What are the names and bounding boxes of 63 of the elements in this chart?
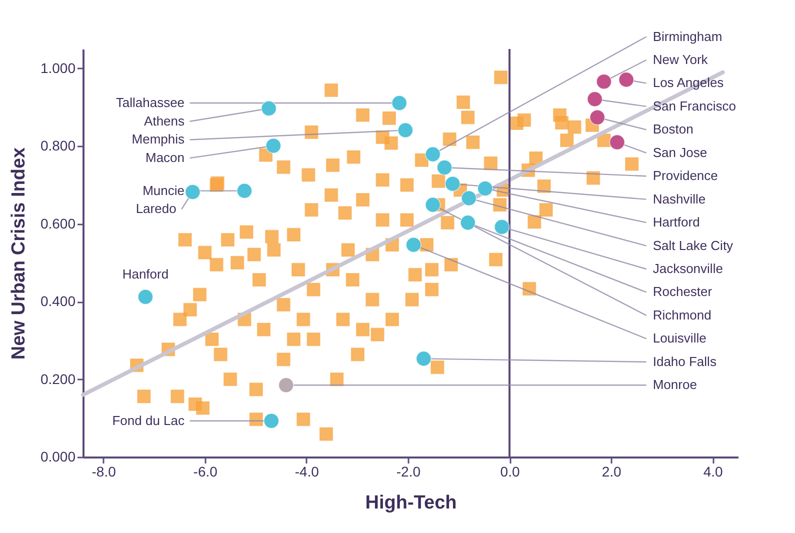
point [587, 91, 603, 107]
point [184, 184, 200, 200]
x-axis-title: High-Tech [365, 492, 457, 514]
annotation: Boston [652, 122, 694, 137]
point [436, 160, 452, 176]
y-tick-label: 0.200 [40, 370, 76, 387]
point [596, 74, 612, 90]
annotation: Athens [144, 113, 186, 128]
point [398, 122, 414, 138]
y-axis-title: New Urban Crisis Index [8, 146, 30, 360]
annotation: Rochester [652, 284, 713, 300]
annotation: Laredo [136, 201, 176, 216]
point [266, 138, 282, 154]
x-tick-label: -8.0 [92, 464, 116, 480]
point [590, 110, 606, 126]
point [477, 180, 493, 196]
y-tick-label: 1.000 [40, 60, 76, 76]
point [609, 134, 625, 150]
point [264, 413, 280, 429]
point [461, 190, 477, 206]
annotation: San Jose [652, 144, 708, 160]
annotation: Richmond [652, 307, 712, 322]
annotation: Muncie [142, 182, 185, 198]
annotation: Louisville [652, 330, 706, 346]
x-tick-label: 0.0 [500, 464, 520, 480]
annotation: Salt Lake City [652, 238, 734, 253]
y-tick-label: 0.400 [40, 293, 76, 310]
annotation: Macon [145, 150, 185, 166]
annotation: Los Angeles [652, 75, 724, 90]
annotation: Nashville [652, 191, 706, 206]
point [261, 100, 277, 116]
point [236, 183, 252, 199]
point [494, 219, 510, 235]
annotation: Hartford [652, 214, 700, 230]
point [416, 350, 432, 366]
point [406, 237, 422, 253]
y-tick-label: 0.800 [40, 138, 76, 154]
point [444, 176, 460, 192]
annotation: Fond du Lac [112, 412, 186, 428]
annotation: Jacksonville [652, 260, 723, 276]
point [460, 214, 476, 230]
x-tick-label: 2.0 [602, 464, 622, 480]
x-tick-label: -6.0 [193, 464, 218, 480]
annotation: Idaho Falls [652, 354, 717, 369]
annotation: Memphis [132, 132, 186, 147]
annotation: Monroe [652, 377, 697, 392]
annotation: Hanford [122, 266, 169, 282]
point [392, 95, 408, 111]
annotation: Providence [652, 168, 718, 184]
annotation: New York [652, 52, 708, 67]
point [278, 377, 294, 393]
point [425, 146, 441, 162]
x-tick-label: 4.0 [703, 464, 724, 480]
x-tick-label: -4.0 [294, 464, 320, 480]
annotation: Birmingham [652, 28, 722, 44]
y-tick-label: 0.600 [40, 215, 76, 232]
x-tick-label: -2.0 [396, 464, 421, 480]
point [618, 72, 634, 88]
point [138, 289, 154, 305]
annotation: San Francisco [652, 98, 736, 114]
y-tick-label: 0.000 [40, 448, 76, 464]
point [425, 197, 441, 213]
annotation: Tallahassee [116, 95, 185, 110]
